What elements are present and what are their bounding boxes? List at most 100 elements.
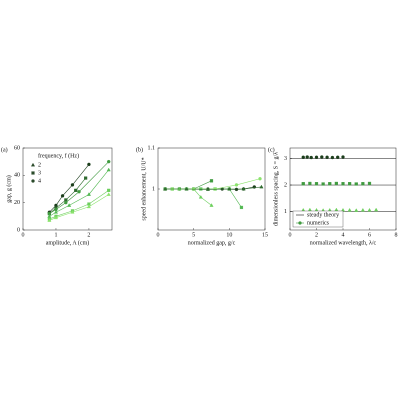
x-tick-label: 0 bbox=[157, 232, 160, 238]
data-point bbox=[374, 207, 379, 212]
series-line bbox=[49, 194, 109, 221]
data-point bbox=[70, 210, 75, 214]
x-axis-label: normalized gap, g/c bbox=[188, 240, 236, 246]
data-point bbox=[86, 192, 91, 196]
data-point bbox=[205, 187, 210, 191]
x-tick-label: 0 bbox=[289, 232, 292, 238]
data-point bbox=[163, 186, 168, 191]
data-point bbox=[234, 183, 239, 187]
x-tick-label: 2 bbox=[315, 232, 318, 238]
data-point bbox=[67, 203, 72, 207]
data-point bbox=[47, 218, 52, 222]
y-tick-label: 1.1 bbox=[148, 145, 156, 151]
panel-label: (b) bbox=[136, 146, 143, 153]
data-point bbox=[341, 182, 345, 186]
y-tick-label: 60 bbox=[14, 145, 20, 151]
data-point bbox=[301, 182, 305, 186]
data-point bbox=[209, 203, 214, 207]
data-point bbox=[354, 208, 359, 212]
series-line bbox=[172, 188, 242, 208]
x-tick-label: 8 bbox=[395, 232, 398, 238]
data-point bbox=[234, 187, 239, 192]
data-point bbox=[107, 159, 111, 164]
data-point bbox=[309, 155, 313, 160]
data-point bbox=[106, 192, 111, 196]
data-point bbox=[314, 155, 319, 159]
x-tick-label: 10 bbox=[226, 232, 232, 238]
legend-marker bbox=[31, 179, 35, 183]
data-point bbox=[209, 179, 214, 183]
legend-box bbox=[292, 210, 344, 228]
data-point bbox=[334, 181, 338, 186]
panel-label: (a) bbox=[1, 146, 8, 153]
data-point bbox=[259, 184, 264, 189]
axes-box bbox=[22, 147, 113, 231]
legend-label: 4 bbox=[38, 178, 41, 184]
legend-label: 3 bbox=[38, 170, 41, 176]
legend-marker bbox=[31, 171, 35, 175]
legend-label: numerics bbox=[307, 220, 330, 226]
y-axis-label: dimensionless spacing, S = g/λ bbox=[273, 152, 279, 226]
data-point bbox=[241, 186, 246, 191]
y-tick-label: 1 bbox=[284, 209, 287, 215]
data-point bbox=[301, 155, 305, 159]
data-point bbox=[107, 188, 111, 192]
legend-label: steady theory bbox=[307, 212, 339, 218]
data-point bbox=[367, 181, 372, 186]
y-tick-label: 20 bbox=[14, 200, 20, 206]
data-point bbox=[320, 155, 324, 159]
data-point bbox=[239, 205, 244, 210]
x-tick-label: 1 bbox=[54, 232, 57, 238]
data-point bbox=[64, 200, 68, 205]
x-tick-label: 2 bbox=[87, 232, 90, 238]
data-point bbox=[64, 198, 68, 202]
legend-marker bbox=[30, 162, 36, 167]
y-tick-label: 1 bbox=[152, 186, 155, 192]
series-line bbox=[49, 190, 109, 220]
data-point bbox=[106, 167, 111, 172]
y-axis-label: gap, g (cm) bbox=[5, 175, 12, 203]
data-point bbox=[74, 188, 78, 192]
x-tick-label: 4 bbox=[342, 232, 345, 238]
data-point bbox=[54, 203, 58, 208]
data-point bbox=[70, 183, 75, 187]
data-point bbox=[330, 155, 335, 160]
x-tick-label: 0 bbox=[22, 232, 25, 238]
data-point bbox=[354, 182, 358, 186]
legend-label: 2 bbox=[38, 162, 41, 168]
data-point bbox=[321, 182, 325, 186]
x-axis-label: normalized wavelength, λ/c bbox=[310, 240, 377, 246]
x-tick-label: 6 bbox=[368, 232, 371, 238]
data-point bbox=[328, 182, 332, 186]
y-tick-label: 3 bbox=[284, 156, 287, 162]
data-point bbox=[258, 177, 262, 181]
legend-marker bbox=[298, 221, 302, 225]
y-tick-label: 40 bbox=[14, 173, 20, 179]
data-point bbox=[53, 215, 59, 220]
data-point bbox=[53, 210, 59, 214]
data-point bbox=[347, 207, 352, 212]
series-line bbox=[165, 186, 262, 190]
data-point bbox=[77, 190, 81, 194]
series-line bbox=[49, 161, 109, 214]
data-point bbox=[60, 194, 65, 198]
data-point bbox=[305, 155, 309, 159]
panel-label: (c) bbox=[268, 146, 275, 153]
legend-title: frequency, f (Hz) bbox=[38, 152, 79, 159]
data-point bbox=[87, 162, 91, 167]
x-tick-label: 5 bbox=[192, 232, 195, 238]
data-point bbox=[198, 194, 203, 199]
data-point bbox=[336, 155, 340, 159]
data-point bbox=[325, 155, 329, 159]
data-point bbox=[86, 204, 91, 209]
data-point bbox=[184, 186, 189, 191]
data-point bbox=[307, 207, 312, 212]
data-point bbox=[334, 207, 339, 212]
series-line bbox=[165, 188, 212, 206]
data-point bbox=[84, 176, 88, 180]
data-point bbox=[341, 155, 345, 159]
data-point bbox=[308, 181, 312, 186]
x-tick-label: 15 bbox=[262, 232, 268, 238]
data-point bbox=[227, 186, 232, 191]
